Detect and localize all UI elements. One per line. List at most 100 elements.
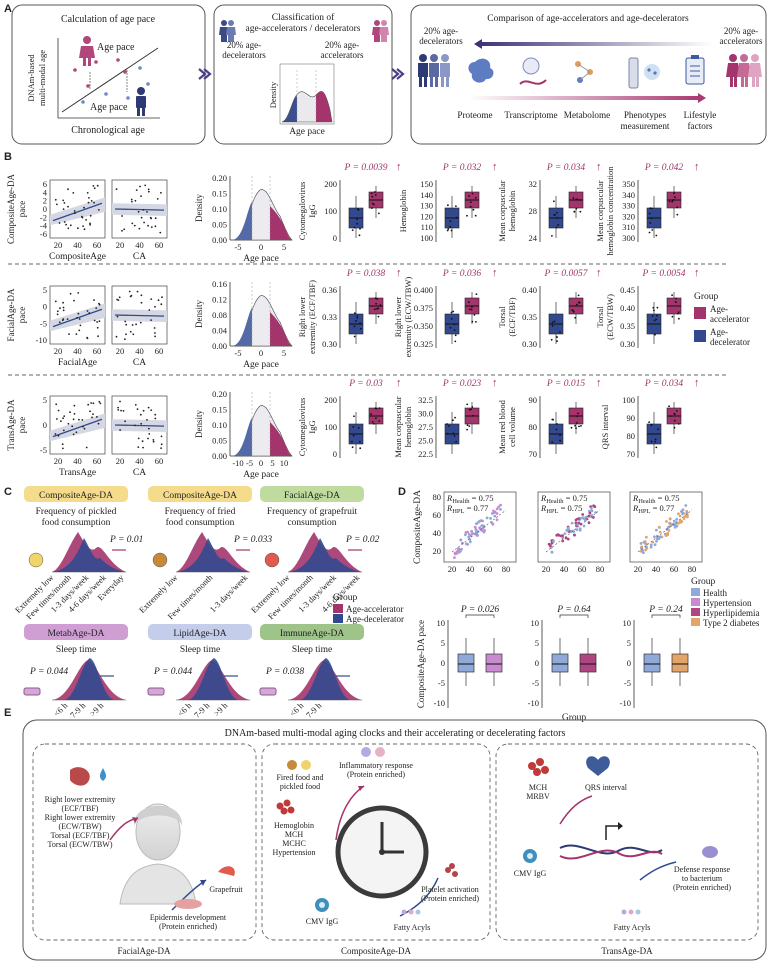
decel-point	[360, 327, 362, 330]
d-r-hpl: RHPL = 0.77	[446, 503, 488, 515]
d-box-1: P = 0.64 10 5 0 -5 -10 Group	[528, 605, 597, 723]
d-scatter-point	[574, 518, 578, 522]
panel-letter-b: B	[4, 151, 12, 163]
ca-point	[148, 433, 151, 435]
d-scatter-point	[590, 514, 594, 517]
boxplot-p-value: P = 0.0039	[344, 163, 388, 173]
scatter-point	[96, 184, 99, 187]
accel-point	[370, 413, 372, 416]
e-grapefruit-icon	[218, 866, 235, 876]
d-scatter-point	[680, 520, 684, 523]
accel-point	[677, 423, 680, 425]
d-scatter-point	[578, 528, 582, 532]
c-tag-label: ImmuneAge-DA	[280, 629, 345, 639]
boxplot-ytick: 22.5	[418, 449, 433, 459]
c-title-l2: food consumption	[166, 517, 235, 528]
c-p-value: P = 0.02	[345, 535, 380, 545]
d-scatter-point	[658, 530, 662, 534]
d-scatter-point	[493, 514, 497, 518]
decel-point	[355, 320, 357, 322]
omics-proteome: Proteome	[457, 110, 492, 120]
d-scatter-point	[685, 511, 689, 515]
c-tag-bg	[24, 486, 128, 502]
accel-point	[471, 306, 473, 308]
scatter-point	[89, 222, 91, 225]
c-legend-accel: Age-accelerator	[346, 604, 403, 614]
decel-point	[356, 208, 359, 211]
boxplot-p-value: P = 0.034	[644, 379, 683, 389]
ca-point	[154, 417, 157, 420]
scatter-point	[97, 422, 100, 425]
accel-point	[677, 312, 679, 315]
panel-b-legend: Group Age- accelerator Age- decelerator	[694, 292, 750, 347]
boxplot-ytick: 30.0	[418, 409, 433, 419]
ca-point	[159, 231, 162, 234]
d-scatter-point	[561, 539, 565, 543]
density-decel-area	[234, 418, 252, 456]
scatter-point	[79, 324, 82, 327]
scatter-ytick: -4	[40, 221, 48, 231]
ca-point	[121, 229, 123, 232]
boxplot-ytick: 0	[333, 233, 337, 243]
ca-point	[157, 299, 160, 302]
ca-point	[141, 440, 144, 443]
decel-point	[356, 222, 359, 225]
decel-point	[653, 309, 655, 312]
accel-point	[576, 422, 578, 424]
boxplot-ylabel-l2: (ECW/TBW)	[605, 294, 615, 340]
ca-point	[117, 406, 119, 409]
d-scatter-point	[644, 548, 648, 552]
ca-point	[133, 224, 136, 227]
scatter-point	[77, 312, 80, 315]
decel-point	[358, 234, 361, 237]
decel-point	[353, 335, 356, 338]
d-diagonal	[637, 509, 693, 553]
d-p-value: P = 0.24	[648, 605, 683, 615]
ca-point	[140, 294, 143, 297]
ca-xtick: 40	[135, 240, 144, 250]
scatter-point	[88, 197, 90, 199]
d-r-health: RHealth = 0.75	[540, 493, 587, 505]
d-scatter-point	[574, 521, 578, 525]
boxplot-ylabel-l1: Torsal	[497, 306, 507, 328]
accel-point	[676, 206, 679, 209]
ca-point	[143, 221, 146, 224]
ca-point	[137, 210, 140, 213]
boxplot-ytick: 310	[622, 222, 635, 232]
decel-point	[556, 340, 558, 342]
box2-title-l2: age-accelerators / decelerators	[246, 24, 361, 34]
e-trans-qrs: QRS interval	[585, 783, 628, 792]
scatter-point	[67, 188, 69, 191]
ca-point	[134, 424, 136, 427]
accel-point	[470, 308, 473, 311]
density-ytick: 0.05	[212, 436, 227, 446]
accel-point	[578, 425, 580, 428]
scatter-point	[82, 225, 84, 228]
d-scatter-point	[457, 550, 461, 554]
accel-point	[668, 200, 671, 203]
accel-point	[579, 210, 582, 213]
boxplot-ylabel-l1: Mean corpuscular	[393, 396, 403, 457]
accel-point	[576, 415, 579, 418]
e-composite-box	[261, 743, 491, 941]
accel-point	[468, 408, 471, 411]
box1-xlabel: Chronological age	[71, 125, 145, 136]
scatter-point	[69, 411, 71, 414]
scatter-point	[69, 292, 72, 295]
density-xlabel: Age pace	[243, 254, 279, 264]
density-xtick: -10	[232, 458, 243, 468]
e-face-icon	[119, 803, 197, 905]
d-bottom-ytick: 10	[437, 618, 446, 628]
scatter-point	[91, 416, 93, 419]
d-xtick: 40	[560, 564, 569, 574]
accel-point	[468, 425, 471, 427]
e-heart-icon	[586, 756, 610, 776]
ca-point	[148, 309, 151, 311]
ca-point	[134, 404, 137, 406]
accel-point	[575, 198, 577, 201]
accel-point	[374, 194, 377, 196]
